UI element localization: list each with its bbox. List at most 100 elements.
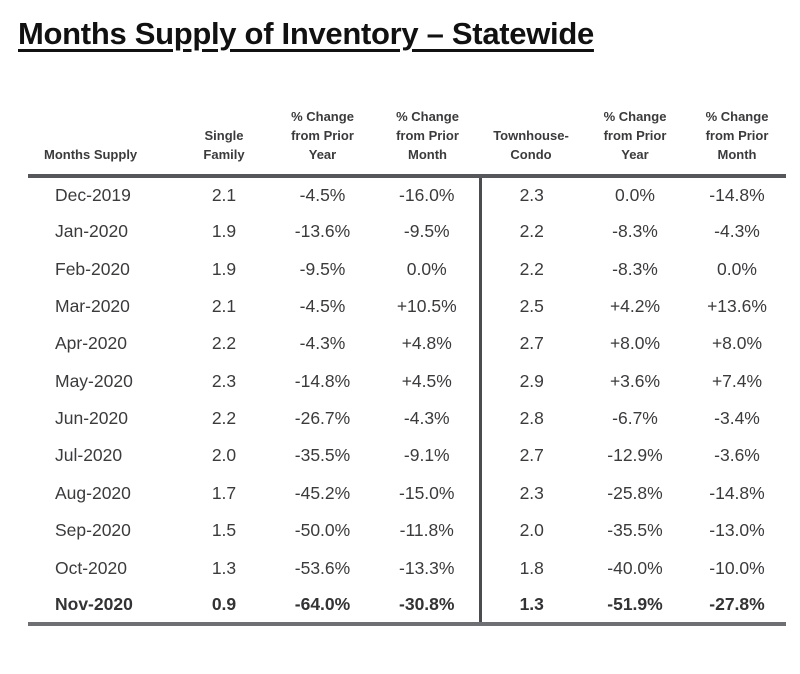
- single-family-supply-cell: 1.5: [211, 520, 237, 541]
- table-row: Mar-2020 2.1 -4.5% +10.5% 2.5 +4.2% +13.…: [28, 287, 786, 326]
- tc-change-prior-year-cell: -25.8%: [607, 482, 663, 503]
- tc-change-prior-month-cell: +13.6%: [707, 295, 767, 316]
- tc-change-prior-month-cell: -13.0%: [709, 520, 765, 541]
- single-family-supply-cell: 1.9: [211, 258, 237, 279]
- table-row: Apr-2020 2.2 -4.3% +4.8% 2.7 +8.0% +8.0%: [28, 325, 786, 363]
- sf-change-prior-month-cell: +4.8%: [401, 333, 452, 354]
- table-row: Feb-2020 1.9 -9.5% 0.0% 2.2 -8.3% 0.0%: [28, 250, 786, 288]
- sf-change-prior-month-cell: +4.5%: [401, 370, 452, 391]
- table-row: Jan-2020 1.9 -13.6% -9.5% 2.2 -8.3% -4.3…: [28, 212, 786, 251]
- sf-change-prior-year-cell: -64.0%: [270, 586, 375, 627]
- sf-change-prior-month-cell: -9.5%: [403, 221, 450, 242]
- townhouse-condo-supply-cell: 1.3: [478, 586, 582, 627]
- townhouse-condo-supply-cell: 2.7: [478, 325, 582, 363]
- sf-change-prior-year-cell: -35.5%: [294, 445, 351, 466]
- month-cell: Mar-2020: [55, 295, 130, 316]
- sf-change-prior-month-cell: +10.5%: [396, 295, 457, 316]
- single-family-supply-cell: 1.7: [211, 482, 237, 503]
- month-cell: Sep-2020: [55, 520, 131, 541]
- month-cell: Aug-2020: [55, 482, 131, 503]
- table-row: May-2020 2.3 -14.8% +4.5% 2.9 +3.6% +7.4…: [28, 362, 786, 400]
- tc-change-prior-month-cell: +8.0%: [711, 333, 763, 354]
- month-cell: Jan-2020: [55, 221, 128, 242]
- single-family-supply-cell: 1.3: [211, 557, 237, 578]
- single-family-supply-cell: 2.1: [211, 184, 237, 205]
- single-family-supply-cell: 2.0: [211, 445, 237, 466]
- tc-change-prior-year-cell: -40.0%: [607, 557, 663, 578]
- single-family-supply-cell: 1.9: [211, 221, 237, 242]
- table-header: Months Supply Single Family % Change fro…: [28, 108, 786, 178]
- single-family-supply-cell: 2.3: [211, 370, 237, 391]
- month-cell: Jul-2020: [55, 445, 123, 466]
- header-tc-change-prior-month: % Change from Prior Month: [688, 108, 786, 178]
- single-family-supply-cell: 2.2: [211, 408, 237, 429]
- table-row: Aug-2020 1.7 -45.2% -15.0% 2.3 -25.8% -1…: [28, 474, 786, 513]
- table-row: Dec-2019 2.1 -4.5% -16.0% 2.3 0.0% -14.8…: [28, 175, 786, 213]
- tc-change-prior-year-cell: +3.6%: [609, 370, 661, 391]
- months-supply-table: Months Supply Single Family % Change fro…: [28, 108, 786, 627]
- sf-change-prior-year-cell: -53.6%: [294, 557, 351, 578]
- sf-change-prior-month-cell: -30.8%: [375, 586, 480, 627]
- header-single-family: Single Family: [178, 108, 270, 178]
- sf-change-prior-month-cell: -16.0%: [399, 184, 455, 205]
- sf-change-prior-year-cell: -50.0%: [294, 520, 351, 541]
- table-row: Nov-2020 0.9 -64.0% -30.8% 1.3 -51.9% -2…: [28, 586, 786, 627]
- sf-change-prior-month-cell: -11.8%: [399, 520, 454, 541]
- month-cell: Dec-2019: [55, 184, 131, 205]
- townhouse-condo-supply-cell: 2.8: [478, 399, 582, 438]
- tc-change-prior-month-cell: 0.0%: [717, 258, 757, 279]
- tc-change-prior-month-cell: -4.3%: [714, 221, 760, 242]
- tc-change-prior-year-cell: -51.9%: [582, 586, 688, 627]
- tc-change-prior-month-cell: -3.6%: [714, 445, 760, 466]
- table-body: Dec-2019 2.1 -4.5% -16.0% 2.3 0.0% -14.8…: [28, 175, 786, 627]
- single-family-supply-cell: 2.1: [211, 295, 237, 316]
- page-title: Months Supply of Inventory – Statewide: [18, 16, 594, 51]
- tc-change-prior-year-cell: -8.3%: [612, 258, 658, 279]
- months-supply-table-container: Months Supply Single Family % Change fro…: [28, 108, 786, 627]
- tc-change-prior-month-cell: -27.8%: [688, 586, 786, 627]
- table-row: Jul-2020 2.0 -35.5% -9.1% 2.7 -12.9% -3.…: [28, 437, 786, 475]
- tc-change-prior-month-cell: +7.4%: [711, 370, 763, 391]
- tc-change-prior-year-cell: -12.9%: [607, 445, 663, 466]
- sf-change-prior-year-cell: -26.7%: [294, 408, 351, 429]
- tc-change-prior-month-cell: -14.8%: [709, 184, 765, 205]
- sf-change-prior-year-cell: -4.3%: [299, 333, 346, 354]
- month-cell: May-2020: [55, 370, 133, 391]
- tc-change-prior-year-cell: -35.5%: [607, 520, 663, 541]
- sf-change-prior-month-cell: -9.1%: [403, 445, 450, 466]
- header-months-supply: Months Supply: [28, 108, 178, 178]
- townhouse-condo-supply-cell: 2.0: [478, 512, 582, 550]
- table-row: Oct-2020 1.3 -53.6% -13.3% 1.8 -40.0% -1…: [28, 549, 786, 587]
- month-cell: Nov-2020: [28, 586, 178, 627]
- tc-change-prior-year-cell: -8.3%: [612, 221, 658, 242]
- townhouse-condo-supply-cell: 2.9: [478, 362, 582, 400]
- month-cell: Jun-2020: [55, 408, 128, 429]
- header-sf-change-prior-year: % Change from Prior Year: [270, 108, 375, 178]
- table-row: Sep-2020 1.5 -50.0% -11.8% 2.0 -35.5% -1…: [28, 512, 786, 550]
- tc-change-prior-month-cell: -10.0%: [709, 557, 765, 578]
- townhouse-condo-supply-cell: 2.2: [478, 250, 582, 288]
- tc-change-prior-month-cell: -3.4%: [714, 408, 760, 429]
- sf-change-prior-month-cell: -4.3%: [403, 408, 450, 429]
- header-townhouse-condo: Townhouse- Condo: [480, 108, 582, 178]
- single-family-supply-cell: 0.9: [178, 586, 270, 627]
- sf-change-prior-year-cell: -4.5%: [299, 184, 346, 205]
- sf-change-prior-year-cell: -9.5%: [299, 258, 346, 279]
- month-cell: Feb-2020: [55, 258, 130, 279]
- tc-change-prior-year-cell: +4.2%: [609, 295, 661, 316]
- sf-change-prior-year-cell: -4.5%: [299, 295, 346, 316]
- table-header-row: Months Supply Single Family % Change fro…: [28, 108, 786, 178]
- sf-change-prior-year-cell: -13.6%: [294, 221, 351, 242]
- townhouse-condo-supply-cell: 2.7: [478, 437, 582, 475]
- sf-change-prior-year-cell: -14.8%: [294, 370, 351, 391]
- tc-change-prior-month-cell: -14.8%: [709, 482, 765, 503]
- townhouse-condo-supply-cell: 2.5: [478, 287, 582, 326]
- header-sf-change-prior-month: % Change from Prior Month: [375, 108, 480, 178]
- single-family-supply-cell: 2.2: [211, 333, 237, 354]
- header-tc-change-prior-year: % Change from Prior Year: [582, 108, 688, 178]
- month-cell: Oct-2020: [55, 557, 127, 578]
- table-row: Jun-2020 2.2 -26.7% -4.3% 2.8 -6.7% -3.4…: [28, 399, 786, 438]
- sf-change-prior-month-cell: 0.0%: [406, 258, 447, 279]
- tc-change-prior-year-cell: -6.7%: [612, 408, 658, 429]
